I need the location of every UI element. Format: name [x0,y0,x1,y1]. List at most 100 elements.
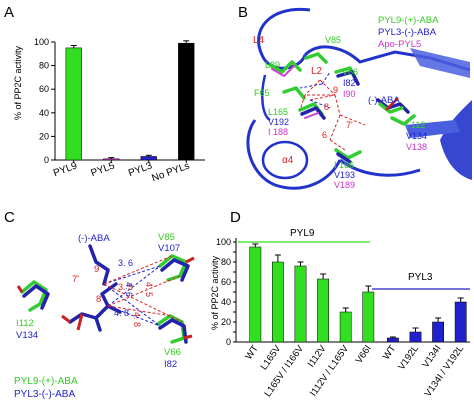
chart-a-bar [103,158,120,161]
pyl3-group-label: PYL3 [408,272,433,283]
label-v192: V192 [268,117,289,127]
panel-c-structure: (-)-ABA V85 V107 I112 V134 V66 I82 7' 9 … [14,232,195,400]
panel-c-dist-4-5: 4. 5 [144,282,154,297]
panel-c-label-aba: (-)-ABA [78,233,110,244]
panel-c-legend-pyl9: PYL9-(+)-ABA [14,376,78,387]
panel-b-blue-dashes [299,71,331,109]
beta-strand-ribbon [303,45,471,72]
label-i90: I90 [343,89,356,99]
chart-d-xtick-label: I112V [306,343,329,370]
panel-c-label-v134: V134 [16,330,38,341]
chart-a: % of PP2C activity 0 20 40 60 80 100 PYL9 PYL5 P… [13,37,205,184]
panel-letter-b: B [238,4,248,21]
beta-sheet-right [440,100,472,180]
beta-sheet-arrow [410,48,470,78]
beta-sheet-mid [405,120,460,138]
chart-d-xtick-label: V134I [420,343,443,370]
panel-c-dist-3-6: 3. 6 [118,258,133,268]
chart-a-xtick-label: PYL9 [52,160,79,179]
label-aba: (-)-ABA [368,95,400,106]
residue-i82-sticks [336,70,360,86]
label-i82: I82 [343,78,356,88]
label-atom-6: 6 [322,130,327,140]
label-l2: L2 [311,66,323,77]
label-i188: I 188 [268,127,288,137]
chart-a-xtick-label: PYL5 [90,160,117,179]
residue-l89-sticks [268,60,302,74]
panel-c-i112-oxygen [16,285,24,293]
chart-a-xtick-label: No PYLs [150,160,191,184]
panel-b-legend-pyl9: PYL9-(+)-ABA [378,15,439,26]
residue-f65-sticks [282,86,306,100]
chart-d-bar [362,291,375,343]
chart-d-ytick-label: 40 [221,297,231,307]
label-atom-7: 7' [346,120,353,130]
label-l4: L4 [253,35,265,46]
panel-c-dist-4-8-red: 4. 8 [132,312,142,327]
residue-i112-sticks [390,114,416,126]
panel-b-interaction-dashes [299,79,366,151]
panel-c-label-7prime: 7' [72,274,79,285]
label-i112: I 112 [406,120,425,130]
aba-ligand-sticks [376,98,410,114]
label-f65: F65 [254,88,270,98]
chart-a-bar [140,156,157,161]
chart-a-ytick-label: 20 [39,131,49,141]
panel-c-aba-upper [88,244,110,286]
chart-a-ytick-label: 60 [39,84,49,94]
panel-c-label-i82: I82 [164,359,177,370]
panel-c-v66-oxygen [183,334,193,340]
chart-d-bar [387,337,399,343]
panel-c-i112-sticks [20,280,48,312]
panel-c-label-8: 8 [96,294,101,305]
label-alpha4: α4 [282,155,294,166]
chart-d-bar [294,265,307,343]
panel-c-blue-dashes [103,265,161,327]
residue-v192-sticks [300,106,326,120]
panel-letter-c: C [4,209,15,226]
panel-c-v134-sticks [22,284,50,310]
chart-a-ytick-label: 0 [44,155,49,165]
helix-alpha4-ribbon [246,119,342,190]
panel-c-label-v85: V85 [158,232,175,243]
label-l89: L89 [265,60,280,70]
chart-d-ytick-label: 60 [221,277,231,287]
chart-d-bar [432,321,445,343]
panel-letter-d: D [230,209,241,226]
chart-d-xtick-label: V66I [354,343,374,365]
chart-a-y-label: % of PP2C activity [13,45,23,120]
panel-c-legend-pyl3: PYL3-(-)-ABA [14,389,75,400]
chart-a-xtick-label: PYL3 [127,160,154,179]
panel-c-label-i112: I112 [16,318,34,329]
label-v193: V193 [334,170,355,180]
chart-d-ytick-label: 100 [216,237,231,247]
panel-b-legend-pyl5: Apo-PYL5 [378,39,421,50]
c-terminal-ribbon [339,158,421,177]
residue-i188-sticks [304,112,319,119]
label-atom-9: 9 [333,85,338,95]
chart-d-ytick-label: 80 [221,257,231,267]
aba-ligand-pyl9-sticks [378,102,404,114]
panel-c-aba-oxygens [61,313,84,331]
panel-b-legend-pyl3: PYL3-(-)-ABA [378,27,437,38]
residue-v85-sticks [304,52,328,64]
panel-c-dist-4-8-blue: 4. 8 [114,308,129,318]
chart-a-ytick-label: 40 [39,108,49,118]
panel-c-v107-sticks [160,258,190,282]
chart-d-xtick-label: WT [381,343,399,362]
label-v138: V138 [406,142,427,152]
chart-d-bar [272,261,284,343]
label-v66: V66 [342,67,358,77]
chart-d: % of PP2C activity PYL9 PYL3 0 20 40 60 80 10… [210,228,470,399]
loop-ribbon-left [261,74,271,122]
panel-c-dist-3-5: 3. 5 [118,282,133,292]
helix-alpha4-turn [261,140,309,180]
chart-d-xtick-label: V192L [396,343,421,372]
chart-a-bar [178,42,195,161]
panel-c-label-v66: V66 [164,347,181,358]
chart-d-y-label: % of PP2C activity [210,255,220,330]
chart-d-bar [409,331,422,343]
panel-c-v85-oxygen [185,256,195,264]
residue-l89-pyl5-sticks [271,65,295,78]
